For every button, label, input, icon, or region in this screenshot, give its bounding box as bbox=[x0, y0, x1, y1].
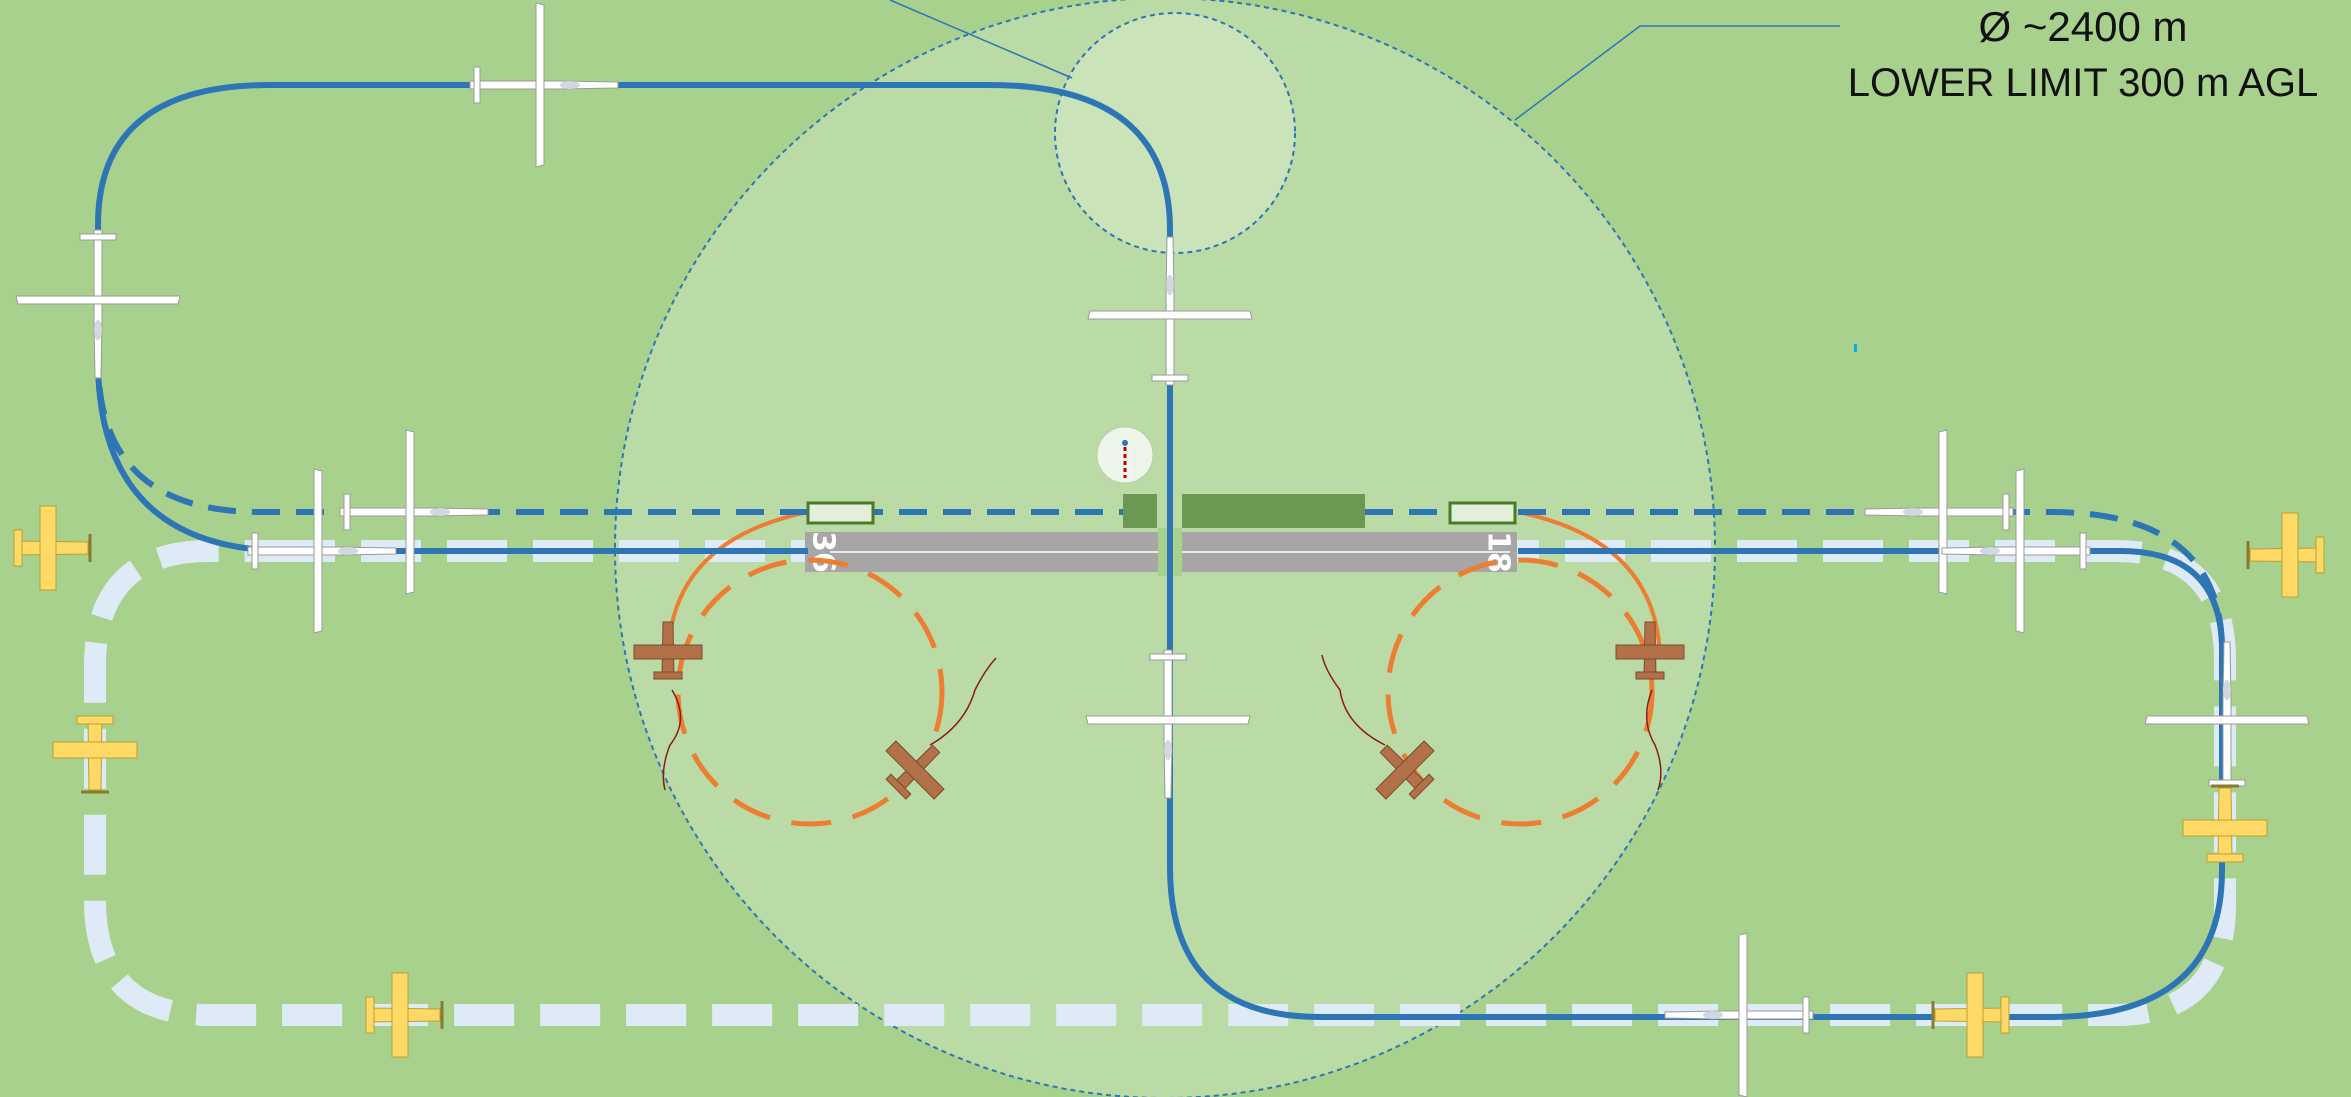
tow-plane-icon bbox=[2246, 511, 2326, 599]
tow-plane-icon bbox=[12, 504, 92, 592]
launch-circle-west bbox=[675, 557, 945, 827]
tow-plane-icon bbox=[364, 971, 444, 1059]
tow-plane-icon bbox=[1931, 971, 2011, 1059]
glider-approach-dashed-west bbox=[95, 359, 808, 515]
apron-large bbox=[1182, 494, 1365, 528]
position-marker bbox=[1854, 344, 1857, 352]
tow-rope-2 bbox=[929, 657, 997, 746]
tow-rope-4 bbox=[1646, 689, 1662, 791]
launch-arc-east bbox=[1517, 510, 1662, 656]
zone-diameter-label: Ø ~2400 m bbox=[1978, 3, 2188, 50]
windsock-icon bbox=[1096, 426, 1154, 484]
leader-line-left bbox=[889, 0, 1073, 79]
glider-icon bbox=[1864, 429, 2014, 595]
glider-icon bbox=[469, 2, 619, 168]
glider-icon bbox=[1941, 468, 2091, 634]
landing-marker-west bbox=[806, 501, 875, 525]
thermal-circle bbox=[1054, 12, 1296, 254]
landing-marker-east bbox=[1448, 501, 1517, 525]
apron-small bbox=[1123, 494, 1157, 528]
glider-approach-dashed-east bbox=[1518, 509, 2225, 651]
zone-lower-limit-label: LOWER LIMIT 300 m AGL bbox=[1847, 61, 2319, 105]
glider-icon bbox=[339, 429, 489, 595]
glider-icon bbox=[2144, 641, 2310, 791]
zone-callout: Ø ~2400 m LOWER LIMIT 300 m AGL bbox=[1823, 0, 2343, 112]
glider-icon bbox=[1664, 932, 1814, 1097]
tow-rope-3 bbox=[1321, 654, 1386, 746]
tow-plane-icon bbox=[2181, 784, 2269, 864]
glider-icon bbox=[15, 229, 181, 379]
runway-designator-36: 36 bbox=[806, 531, 841, 573]
leader-line-callout bbox=[1514, 25, 1840, 121]
tow-rope-1 bbox=[662, 689, 682, 791]
glider-icon bbox=[247, 468, 397, 634]
tow-plane-icon bbox=[51, 714, 139, 794]
